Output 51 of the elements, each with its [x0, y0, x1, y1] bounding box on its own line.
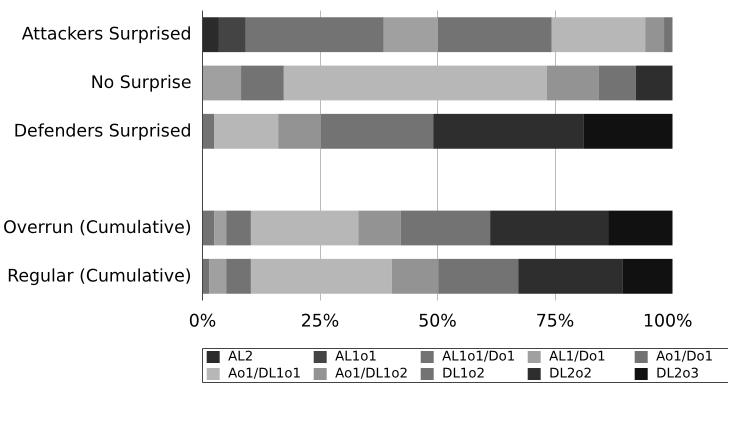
bar [433, 114, 584, 149]
bar [598, 66, 636, 100]
bar [664, 17, 672, 52]
legend-label: DL1o2 [442, 366, 485, 382]
y-tick-label: Overrun (Cumulative) [3, 218, 192, 238]
bar [358, 210, 401, 246]
bar [608, 210, 672, 246]
bar [214, 114, 278, 149]
bar [202, 17, 218, 52]
bar [218, 17, 246, 52]
bar [547, 66, 599, 100]
bar [202, 114, 214, 149]
bar [584, 114, 672, 149]
x-tick-label: 25% [300, 312, 340, 332]
bar [438, 258, 518, 294]
legend-label: AL2 [228, 350, 254, 364]
legend-label: AL1o1/Do1 [442, 350, 516, 364]
legend-label: Ao1/DL1o1 [228, 366, 301, 382]
legend-label: AL1/Do1 [549, 350, 606, 364]
bar [392, 258, 438, 294]
bar [320, 114, 434, 149]
bar [226, 210, 251, 246]
bar [383, 17, 438, 52]
bar [226, 258, 251, 294]
bar [278, 114, 321, 149]
legend-label: Ao1/Do1 [656, 350, 714, 364]
y-tick-label: Regular (Cumulative) [7, 266, 192, 286]
bar [202, 66, 242, 100]
bar [490, 210, 608, 246]
bar [214, 210, 226, 246]
bar [246, 17, 384, 52]
x-tick-label: 100% [642, 312, 693, 332]
bar [202, 258, 210, 294]
bar [202, 210, 214, 246]
bar [438, 17, 552, 52]
legend-label: AL1o1 [335, 350, 377, 364]
bar [518, 258, 623, 294]
x-tick-label: 0% [188, 312, 216, 332]
legend-label: Ao1/DL1o2 [335, 366, 408, 382]
legend-label: DL2o2 [549, 366, 592, 382]
legend-label: DL2o3 [656, 366, 699, 382]
bar [209, 258, 226, 294]
y-tick-label: No Surprise [90, 73, 192, 93]
bar [645, 17, 664, 52]
y-tick-label: Attackers Surprised [22, 24, 192, 45]
bar [400, 210, 490, 246]
x-tick-label: 75% [536, 312, 574, 332]
bar [636, 66, 672, 100]
bar [241, 66, 284, 100]
y-tick-label: Defenders Surprised [14, 121, 192, 142]
x-tick-label: 50% [418, 312, 457, 332]
